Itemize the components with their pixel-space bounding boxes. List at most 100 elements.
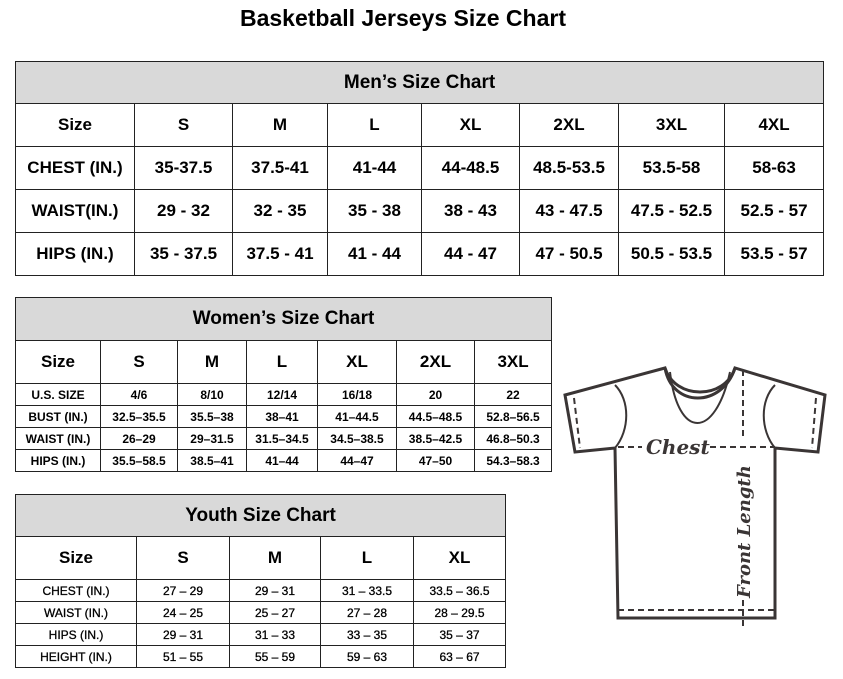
table-cell: 20 <box>396 383 475 406</box>
table-cell: 35-37.5 <box>134 146 233 190</box>
row-label: WAIST (IN.) <box>15 427 101 450</box>
size-header-row: Size S M L XL 2XL 3XL 4XL <box>15 103 825 147</box>
table-cell: 52.8–56.5 <box>473 405 553 428</box>
table-cell: 33.5 – 36.5 <box>412 579 507 602</box>
table-row: HEIGHT (IN.) 51 – 55 55 – 59 59 – 63 63 – 67 <box>15 645 507 668</box>
table-cell: 32.5–35.5 <box>100 405 178 428</box>
table-cell: 28 – 29.5 <box>412 601 507 624</box>
table-cell: 44.5–48.5 <box>396 405 475 428</box>
table-cell: 8/10 <box>177 383 247 406</box>
table-cell: 31 – 33.5 <box>320 579 414 602</box>
row-label: Size <box>15 340 101 384</box>
table-cell: 50.5 - 53.5 <box>618 232 725 276</box>
table-cell: 35 - 38 <box>327 189 422 233</box>
men-caption: Men’s Size Chart <box>14 61 825 104</box>
table-cell: 41-44 <box>327 146 422 190</box>
table-cell: L <box>327 103 422 147</box>
table-cell: 51 – 55 <box>136 645 230 668</box>
table-cell: XL <box>421 103 520 147</box>
table-cell: 31.5–34.5 <box>246 427 318 450</box>
chest-label: Chest <box>646 435 710 459</box>
table-cell: 37.5-41 <box>232 146 328 190</box>
size-header-row: Size S M L XL 2XL 3XL <box>15 340 553 384</box>
table-cell: 54.3–58.3 <box>473 449 553 472</box>
table-cell: 2XL <box>396 340 475 384</box>
table-cell: 29 – 31 <box>229 579 321 602</box>
table-cell: XL <box>412 536 507 580</box>
size-header-row: Size S M L XL <box>15 536 507 580</box>
table-cell: 31 – 33 <box>229 623 321 646</box>
youth-caption: Youth Size Chart <box>14 494 507 537</box>
table-cell: L <box>246 340 318 384</box>
table-cell: 35 - 37.5 <box>134 232 233 276</box>
table-cell: S <box>136 536 230 580</box>
table-cell: 53.5-58 <box>618 146 725 190</box>
table-cell: 63 – 67 <box>412 645 507 668</box>
table-cell: 59 – 63 <box>320 645 414 668</box>
table-cell: 41–44.5 <box>317 405 397 428</box>
table-cell: 38–41 <box>246 405 318 428</box>
row-label: HEIGHT (IN.) <box>15 645 137 668</box>
table-row: HIPS (IN.) 35.5–58.5 38.5–41 41–44 44–47 47–5… <box>15 449 553 472</box>
table-cell: 3XL <box>473 340 553 384</box>
table-cell: 55 – 59 <box>229 645 321 668</box>
front-length-label: Front Length <box>734 465 755 599</box>
table-cell: 27 – 29 <box>136 579 230 602</box>
table-cell: 43 - 47.5 <box>519 189 619 233</box>
table-cell: 37.5 - 41 <box>232 232 328 276</box>
table-row: HIPS (IN.) 29 – 31 31 – 33 33 – 35 35 – 37 <box>15 623 507 646</box>
table-cell: 44-48.5 <box>421 146 520 190</box>
table-cell: 44 - 47 <box>421 232 520 276</box>
table-cell: 58-63 <box>723 146 825 190</box>
table-cell: 27 – 28 <box>320 601 414 624</box>
row-label: WAIST(IN.) <box>15 189 135 233</box>
table-row: CHEST (IN.) 27 – 29 29 – 31 31 – 33.5 33.5 –… <box>15 579 507 602</box>
jersey-diagram-icon: Chest Front Length <box>563 366 827 628</box>
table-cell: 48.5-53.5 <box>519 146 619 190</box>
table-row: CHEST (IN.) 35-37.5 37.5-41 41-44 44-48.5 48.… <box>15 146 825 190</box>
table-cell: 22 <box>473 383 553 406</box>
table-cell: 46.8–50.3 <box>473 427 553 450</box>
table-cell: L <box>320 536 414 580</box>
table-row: WAIST (IN.) 24 – 25 25 – 27 27 – 28 28 – 29.… <box>15 601 507 624</box>
table-row: U.S. SIZE 4/6 8/10 12/14 16/18 20 22 <box>15 383 553 406</box>
table-cell: M <box>177 340 247 384</box>
table-cell: 26–29 <box>100 427 178 450</box>
row-label: CHEST (IN.) <box>15 579 137 602</box>
row-label: HIPS (IN.) <box>15 449 101 472</box>
table-cell: 38.5–42.5 <box>396 427 475 450</box>
table-cell: M <box>229 536 321 580</box>
table-cell: 2XL <box>519 103 619 147</box>
table-cell: S <box>134 103 233 147</box>
table-cell: 29 - 32 <box>134 189 233 233</box>
table-cell: 41–44 <box>246 449 318 472</box>
table-cell: 24 – 25 <box>136 601 230 624</box>
table-cell: 53.5 - 57 <box>723 232 825 276</box>
table-cell: 32 - 35 <box>232 189 328 233</box>
table-cell: 38 - 43 <box>421 189 520 233</box>
table-cell: 29–31.5 <box>177 427 247 450</box>
table-cell: 38.5–41 <box>177 449 247 472</box>
row-label: Size <box>15 103 135 147</box>
table-cell: M <box>232 103 328 147</box>
row-label: HIPS (IN.) <box>15 623 137 646</box>
table-cell: 35 – 37 <box>412 623 507 646</box>
table-cell: 4XL <box>723 103 825 147</box>
table-cell: 47.5 - 52.5 <box>618 189 725 233</box>
table-row: BUST (IN.) 32.5–35.5 35.5–38 38–41 41–44.5 44… <box>15 405 553 428</box>
row-label: WAIST (IN.) <box>15 601 137 624</box>
table-cell: 41 - 44 <box>327 232 422 276</box>
table-cell: 35.5–58.5 <box>100 449 178 472</box>
table-cell: 47–50 <box>396 449 475 472</box>
table-cell: 44–47 <box>317 449 397 472</box>
women-caption: Women’s Size Chart <box>14 297 553 341</box>
table-row: WAIST (IN.) 26–29 29–31.5 31.5–34.5 34.5–38.… <box>15 427 553 450</box>
table-cell: 33 – 35 <box>320 623 414 646</box>
table-cell: 4/6 <box>100 383 178 406</box>
table-cell: 25 – 27 <box>229 601 321 624</box>
row-label: CHEST (IN.) <box>15 146 135 190</box>
row-label: Size <box>15 536 137 580</box>
row-label: HIPS (IN.) <box>15 232 135 276</box>
table-row: WAIST(IN.) 29 - 32 32 - 35 35 - 38 38 - 43 43… <box>15 189 825 233</box>
table-cell: 3XL <box>618 103 725 147</box>
